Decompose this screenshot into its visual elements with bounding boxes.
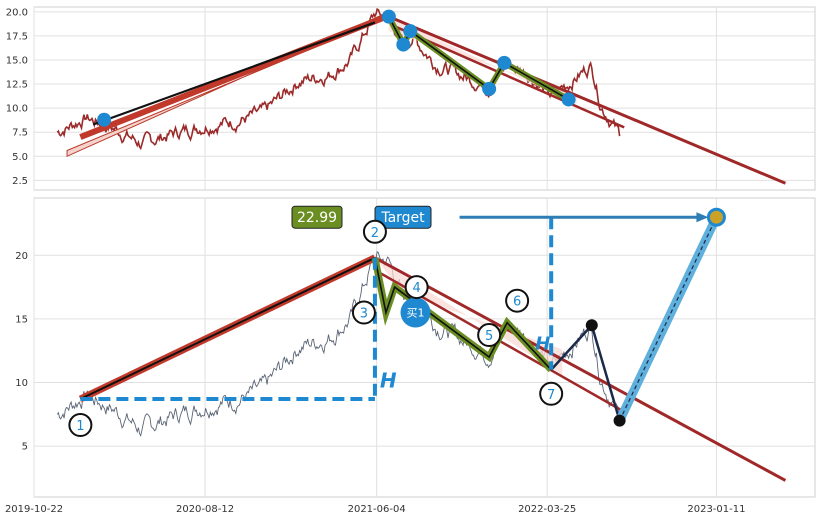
bottom-down-trend: [374, 256, 787, 482]
top-y-tick-label: 20.0: [6, 7, 28, 18]
top-y-tick-label: 15.0: [6, 55, 28, 66]
price-box-label: 22.99: [297, 210, 337, 226]
bottom-y-tick-label: 10: [15, 378, 28, 389]
wave-point-label: 2: [371, 226, 379, 241]
projection-low-marker: [613, 414, 626, 427]
x-tick-label: 2022-03-25: [518, 504, 576, 515]
wave-point-label: 7: [547, 388, 555, 403]
h2-label: H: [535, 333, 550, 354]
projection-target-line: [619, 216, 717, 421]
bottom-panel: 2019-10-22 2020-08-12 2021-06-04 2022-03-25…: [5, 197, 816, 515]
x-tick-label: 2019-10-22: [5, 504, 63, 515]
wave-point-marker: [477, 323, 502, 348]
wave-point-label: 5: [485, 329, 493, 344]
x-tick-label: 2021-06-04: [348, 504, 406, 515]
wave-point-marker: [539, 381, 564, 406]
target-marker: [706, 207, 726, 227]
bottom-up-trend-core: [79, 256, 376, 400]
top-up-trend-core: [92, 21, 376, 126]
top-pivot-marker: [497, 55, 512, 70]
top-pivot-marker: [396, 37, 411, 52]
wave-point-marker: [68, 413, 93, 438]
top-pivot-marker: [381, 9, 396, 24]
x-tick-label: 2023-01-11: [687, 504, 745, 515]
target-box-bg: [374, 205, 432, 229]
wave-point-label: 4: [412, 281, 420, 296]
top-y-tick-label: 2.5: [12, 176, 28, 187]
wave-point-label: 6: [513, 295, 521, 310]
wave-point-marker: [351, 300, 376, 325]
wave-point-label: 1: [76, 419, 84, 434]
top-panel: 2.5 5.0 7.5 10.0 12.5 15.0 17.5 20.0: [6, 6, 816, 191]
bottom-y-tick-label: 20: [15, 251, 28, 262]
top-pivot-marker: [561, 92, 576, 107]
x-tick-label: 2020-08-12: [176, 504, 234, 515]
projection-high-marker: [585, 319, 598, 332]
wave-point-label: 3: [360, 307, 368, 322]
price-box-bg: [291, 205, 343, 229]
top-down-trend-2: [391, 24, 625, 129]
top-y-tick-label: 7.5: [12, 128, 28, 139]
target-arrowhead: [696, 212, 709, 223]
top-y-tick-label: 10.0: [6, 104, 28, 115]
bottom-y-tick-label: 5: [22, 442, 28, 453]
h-label: H: [380, 369, 397, 393]
wave-point-marker: [505, 288, 530, 313]
price-box: 22.99: [291, 205, 343, 229]
wave-point-marker: [362, 219, 387, 244]
top-pivot-marker: [482, 81, 497, 96]
buy-label: 买1: [407, 307, 425, 320]
wave-point-marker: [404, 275, 429, 300]
top-y-tick-label: 17.5: [6, 31, 28, 42]
top-down-trend: [388, 15, 787, 185]
buy-marker: [400, 297, 431, 328]
top-pivot-marker: [97, 112, 112, 127]
bottom-plot-area: [33, 197, 816, 498]
top-y-tick-label: 5.0: [12, 152, 28, 163]
top-pivot-marker: [403, 24, 418, 39]
bottom-y-tick-label: 15: [15, 314, 28, 325]
target-box-label: Target: [380, 210, 425, 226]
bottom-wave-black: [374, 257, 552, 371]
top-y-tick-label: 12.5: [6, 80, 28, 91]
top-down-band: [388, 16, 577, 105]
target-box: Target: [374, 205, 432, 229]
